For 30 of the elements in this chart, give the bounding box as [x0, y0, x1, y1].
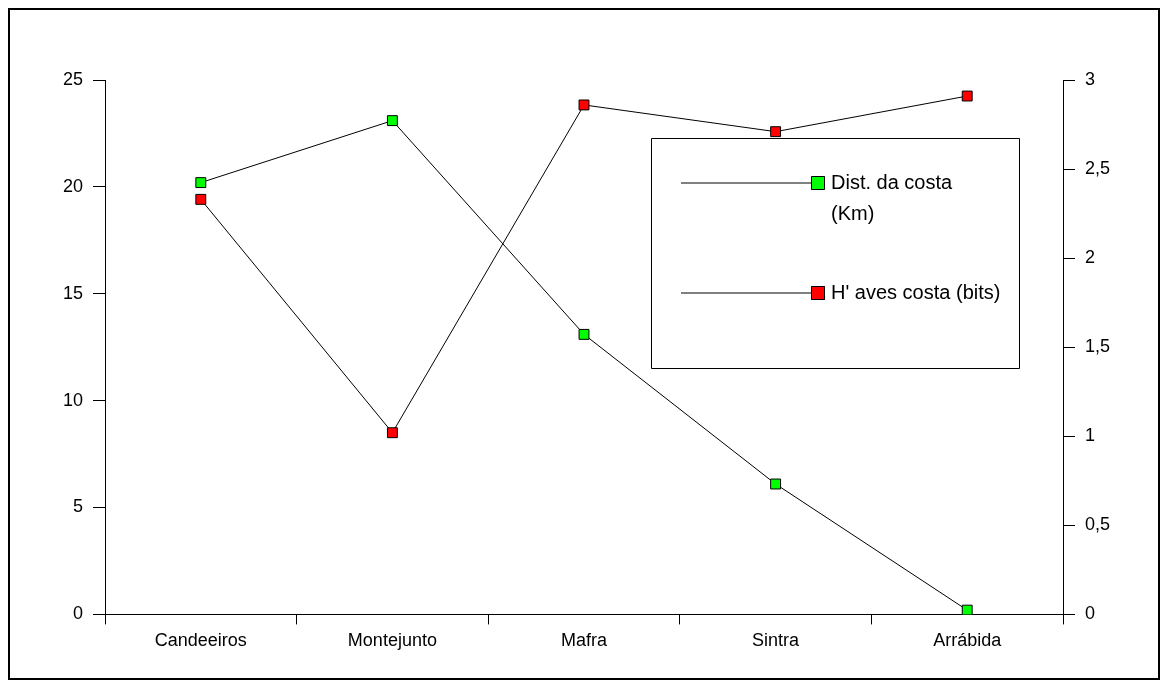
y-tick-label: 5 [72, 496, 83, 517]
point [386, 115, 398, 127]
y-tick-label: 10 [62, 389, 83, 410]
point [770, 478, 782, 490]
x-tick-label: Arrábida [933, 630, 1003, 651]
x-tick-label: Mafra [560, 630, 608, 651]
legend-label: Dist. da costa (Km) [831, 170, 954, 224]
x-tick-label: Candeeiros [154, 630, 247, 651]
point [961, 90, 973, 102]
point [195, 177, 207, 189]
y2-tick-label: 2,5 [1085, 158, 1111, 179]
x-tick-label: Montejunto [347, 630, 437, 651]
point [770, 126, 782, 138]
y-tick-label: 20 [62, 175, 83, 196]
y2-tick-label: 3 [1085, 68, 1096, 89]
x-tick-label: Sintra [752, 630, 801, 651]
point [195, 193, 207, 205]
y2-tick-label: 1,5 [1085, 336, 1111, 357]
y2-tick-label: 0 [1085, 603, 1096, 624]
legend-label: H' aves costa (bits) [831, 280, 1001, 303]
y-tick-label: 25 [62, 68, 83, 89]
y2-tick-label: 1 [1085, 425, 1096, 446]
point [386, 427, 398, 439]
point [578, 99, 590, 111]
y-tick-label: 0 [72, 603, 83, 624]
point [578, 328, 590, 340]
y2-tick-label: 0,5 [1085, 514, 1111, 535]
y-tick-label: 15 [62, 282, 83, 303]
point [961, 604, 973, 615]
y2-tick-label: 2 [1085, 247, 1096, 268]
